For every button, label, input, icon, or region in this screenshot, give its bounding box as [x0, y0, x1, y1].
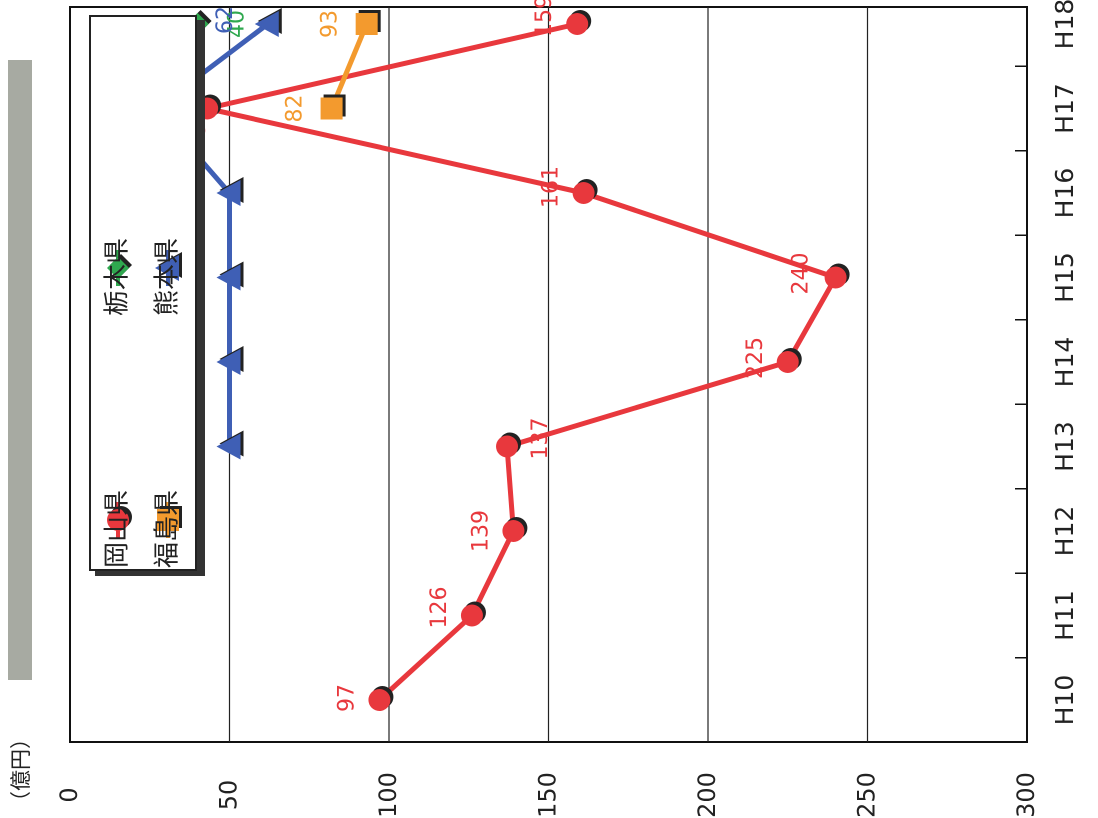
category-tick-label: H13: [1050, 421, 1079, 472]
data-label: 82: [283, 95, 308, 123]
data-label: 240: [789, 253, 814, 295]
series-福島県: 82 93: [283, 10, 381, 123]
data-point: [107, 506, 132, 531]
data-label: 159: [532, 0, 557, 37]
legend-label: 栃木県: [103, 238, 133, 316]
data-point: [216, 430, 244, 460]
legend-item: 栃木県: [103, 238, 133, 316]
category-tick-label: H10: [1050, 675, 1079, 726]
data-point: [460, 601, 486, 627]
data-point: [155, 252, 182, 281]
data-point: [566, 10, 592, 35]
data-label: 62: [213, 6, 238, 34]
data-point: [824, 263, 850, 289]
unit-label: （億円）: [9, 728, 33, 812]
value-tick-label: 100: [374, 772, 402, 818]
data-label: 137: [528, 418, 553, 460]
value-tick-label: 0: [55, 787, 83, 802]
data-point: [107, 254, 132, 279]
category-axis-ticks: H10 H11 H12 H13 H14 H15 H16 H17 H18: [1015, 0, 1079, 725]
series-line: [329, 23, 369, 110]
value-tick-label: 50: [215, 780, 243, 811]
data-point: [320, 94, 346, 120]
data-label: 225: [743, 337, 768, 379]
data-point: [216, 261, 244, 291]
legend: 岡山県 福島県 栃木県 熊本県: [89, 15, 205, 576]
legend-item: 熊本県: [153, 238, 183, 316]
data-point: [355, 10, 381, 35]
data-point: [572, 179, 598, 204]
data-point: [216, 177, 244, 206]
value-axis-ticks: 0 50 100 150 200 250 300: [55, 772, 1040, 818]
data-point: [502, 517, 528, 542]
data-label: 40: [225, 10, 250, 38]
series-line: [204, 21, 839, 702]
category-tick-label: H16: [1050, 168, 1079, 219]
series-layer: 9712613913722524016143159829340505050502…: [143, 0, 850, 712]
data-point: [776, 348, 802, 373]
category-tick-label: H11: [1050, 590, 1079, 641]
data-point: [496, 432, 522, 458]
series-岡山県: 9712613913722524016143159: [186, 0, 850, 712]
data-point: [368, 686, 394, 711]
value-tick-label: 200: [693, 772, 721, 818]
data-point: [157, 506, 182, 531]
data-label: 139: [468, 510, 493, 552]
legend-label: 熊本県: [153, 238, 183, 316]
legend-item: 福島県: [153, 490, 183, 568]
legend-item: 岡山県: [103, 490, 133, 568]
data-point: [216, 346, 244, 375]
data-label: 161: [539, 166, 564, 208]
data-label: 97: [334, 684, 359, 712]
grid-lines: [228, 7, 869, 742]
data-point: [254, 8, 282, 37]
category-tick-label: H17: [1050, 83, 1079, 134]
value-tick-label: 150: [534, 772, 562, 818]
legend-label: 福島県: [153, 490, 183, 568]
category-tick-label: H18: [1050, 0, 1079, 49]
data-label: 93: [318, 10, 343, 38]
category-tick-label: H12: [1050, 506, 1079, 557]
category-tick-label: H15: [1050, 252, 1079, 303]
data-label: 126: [427, 587, 452, 629]
category-tick-label: H14: [1050, 337, 1079, 388]
value-tick-label: 300: [1012, 772, 1040, 818]
decorative-side-bar: [8, 60, 32, 680]
value-tick-label: 250: [853, 772, 881, 818]
legend-box: [89, 15, 197, 571]
legend-label: 岡山県: [103, 490, 133, 568]
